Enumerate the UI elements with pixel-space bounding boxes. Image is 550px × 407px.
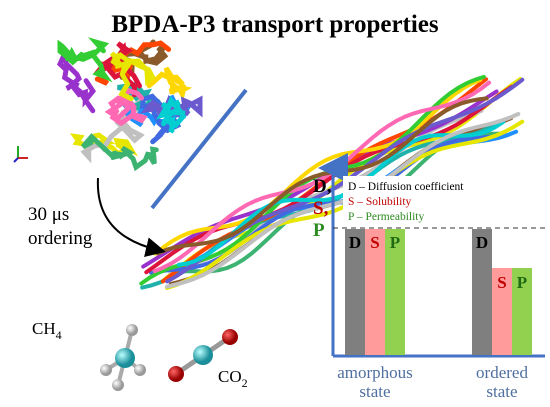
bar-label: P (390, 233, 400, 252)
polymer-chain (81, 133, 159, 172)
polymer-chain (149, 134, 491, 275)
bar-label: D (476, 233, 488, 252)
molecule-label: CH4 (32, 319, 62, 342)
polymer-tangle (56, 37, 203, 172)
subscript: 2 (242, 376, 248, 390)
bar-label: P (517, 273, 527, 292)
legend-entry: D – Diffusion coefficient (348, 181, 464, 193)
co2-molecule (168, 329, 238, 382)
ch4-molecule (100, 324, 146, 391)
bar-label: S (370, 233, 379, 252)
formula: CO (218, 367, 242, 386)
polymer-chain (109, 51, 156, 102)
category-label: amorphous (337, 363, 413, 382)
polymer-chain (146, 66, 193, 102)
polymer-chain (165, 112, 521, 289)
ordering-arrow (96, 177, 166, 257)
divider-line (150, 88, 248, 210)
category-label: state (486, 382, 517, 401)
bar-label: S (497, 273, 506, 292)
axis-label: P (313, 220, 325, 241)
bar (492, 268, 512, 355)
bar (472, 229, 492, 355)
polymer-chain (56, 46, 96, 114)
axes-icon (13, 146, 28, 163)
bar-label: D (349, 233, 361, 252)
category-label: state (359, 382, 390, 401)
polymer-chain (156, 95, 187, 134)
bar (385, 229, 405, 355)
annotation: 30 μs (28, 204, 69, 225)
annotation: ordering (28, 228, 93, 249)
molecule-label: CO2 (218, 367, 248, 390)
subscript: 4 (56, 328, 62, 342)
bar (512, 268, 532, 355)
title: BPDA-P3 transport properties (111, 11, 439, 38)
formula: CH (32, 319, 56, 338)
axis-label: S, (313, 198, 329, 219)
category-label: ordered (476, 363, 528, 382)
bar (365, 229, 385, 355)
axis-label: D, (313, 176, 332, 197)
polymer-chain (57, 37, 113, 83)
legend-entry: P – Permeability (348, 211, 424, 223)
legend-box (343, 176, 541, 224)
bar (345, 229, 365, 355)
legend-entry: S – Solubility (348, 196, 412, 208)
